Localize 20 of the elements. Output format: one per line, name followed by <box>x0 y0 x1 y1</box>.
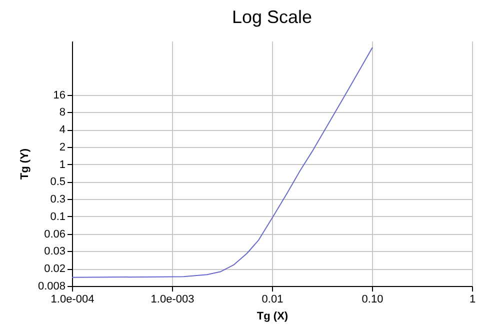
x-tick-label: 0.01 <box>262 294 284 306</box>
y-tick-label: 0.02 <box>44 263 66 276</box>
y-tick-label: 0.008 <box>38 280 66 292</box>
x-tick-label: 0.10 <box>362 294 384 306</box>
y-tick-label: 0.06 <box>44 228 66 240</box>
y-tick-label: 0.3 <box>50 194 66 206</box>
y-axis-title: Tg (Y) <box>18 148 31 180</box>
y-tick-label: 0.1 <box>50 210 66 223</box>
x-tick-label: 1 <box>469 294 476 306</box>
y-tick-label: 1 <box>59 158 66 171</box>
x-tick-label: 1.0e-004 <box>50 294 94 306</box>
x-tick-label: 1.0e-003 <box>150 294 194 306</box>
y-tick-label: 0.5 <box>50 176 66 188</box>
chart-title: Log Scale <box>232 7 312 27</box>
y-tick-label: 16 <box>53 89 66 102</box>
y-tick-label: 2 <box>59 141 66 154</box>
y-tick-label: 8 <box>59 106 66 119</box>
x-axis-title: Tg (X) <box>256 310 288 322</box>
y-tick-label: 4 <box>59 124 66 136</box>
y-tick-label: 0.03 <box>44 246 66 258</box>
